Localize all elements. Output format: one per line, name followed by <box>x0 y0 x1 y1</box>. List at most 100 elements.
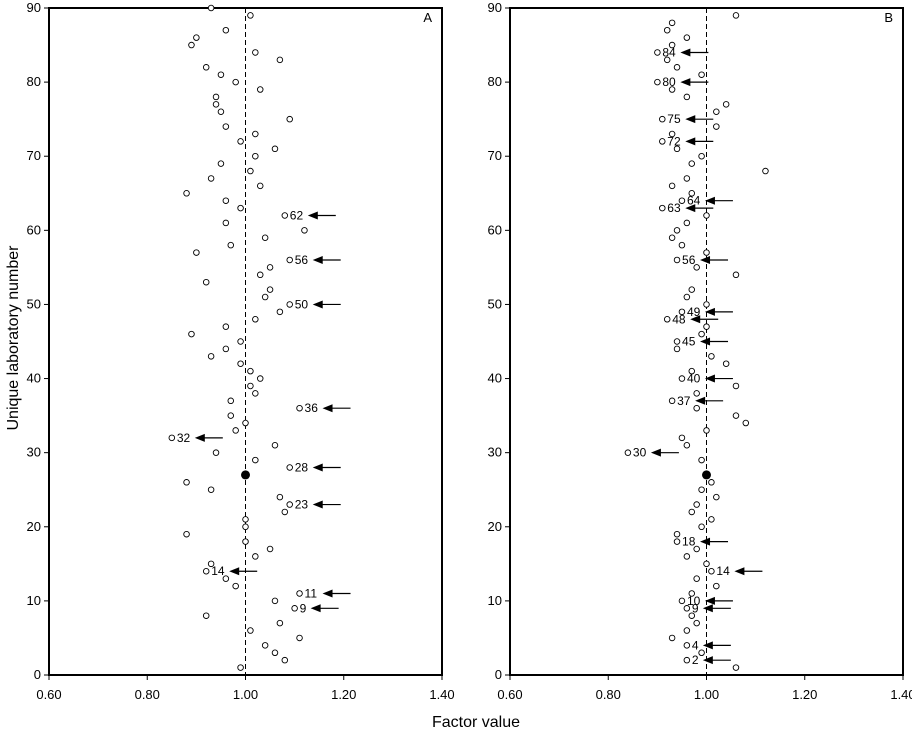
data-point <box>673 256 681 264</box>
data-point <box>193 34 200 41</box>
data-point <box>703 212 710 219</box>
y-tick-label: 40 <box>27 371 41 386</box>
data-point <box>668 182 676 190</box>
data-point <box>193 249 200 256</box>
x-tick-label: 1.00 <box>694 687 719 702</box>
data-point <box>659 115 666 123</box>
data-point <box>252 456 259 464</box>
data-point <box>668 19 676 27</box>
data-point <box>247 627 254 634</box>
data-point <box>222 219 230 227</box>
arrow-head <box>312 255 323 264</box>
point-annotation-label: 48 <box>672 312 686 326</box>
data-point <box>654 78 661 86</box>
point-annotation-label: 23 <box>295 498 309 512</box>
y-tick-label: 90 <box>488 0 502 15</box>
data-point <box>212 449 220 456</box>
data-point <box>222 197 230 204</box>
data-point <box>242 538 249 545</box>
data-point <box>673 64 681 71</box>
data-point <box>693 404 700 412</box>
data-point <box>242 516 249 523</box>
y-tick-label: 30 <box>27 445 41 460</box>
data-point <box>202 567 210 575</box>
data-point <box>708 567 715 575</box>
data-point <box>722 360 730 367</box>
data-point <box>683 656 691 664</box>
data-point <box>762 167 769 175</box>
data-point <box>247 382 254 390</box>
arrow-head <box>229 567 240 576</box>
y-tick-label: 60 <box>488 222 502 237</box>
data-point <box>683 627 691 634</box>
y-tick-label: 20 <box>488 519 502 534</box>
arrow-head <box>322 404 333 413</box>
x-tick-label: 0.80 <box>135 687 160 702</box>
data-point <box>227 241 235 249</box>
data-point <box>207 560 215 568</box>
arrow-head <box>704 596 715 605</box>
data-point <box>227 397 235 405</box>
data-point <box>732 12 740 19</box>
data-point <box>252 49 259 56</box>
y-axis-label: Unique laboratory number <box>5 245 22 431</box>
panel-label: A <box>423 10 432 25</box>
point-annotation-label: 45 <box>682 335 696 349</box>
y-tick-label: 30 <box>488 445 502 460</box>
data-point <box>286 501 293 508</box>
point-annotation-label: 36 <box>305 401 319 415</box>
arrow-head <box>680 48 691 57</box>
arrow-head <box>685 115 696 124</box>
consensus-point <box>702 470 711 480</box>
arrow-head <box>194 433 205 442</box>
data-point <box>678 241 686 249</box>
data-point <box>286 115 293 123</box>
data-point <box>222 123 230 130</box>
x-tick-label: 1.20 <box>792 687 817 702</box>
y-tick-label: 10 <box>27 593 41 608</box>
data-point <box>217 71 225 78</box>
point-annotation-label: 80 <box>662 75 676 89</box>
data-point <box>683 93 691 101</box>
arrow-head <box>690 315 701 324</box>
data-point <box>698 330 705 338</box>
data-point <box>683 442 691 449</box>
data-point <box>202 278 210 286</box>
arrow-head <box>700 255 711 264</box>
point-annotation-label: 18 <box>682 535 696 549</box>
point-annotation-label: 37 <box>677 394 691 408</box>
data-point <box>693 575 700 582</box>
data-point <box>232 78 239 86</box>
data-point <box>673 145 681 153</box>
data-point <box>232 582 239 590</box>
arrow-head <box>695 396 706 405</box>
data-point <box>703 323 710 330</box>
data-point <box>188 41 195 49</box>
data-point <box>222 323 230 330</box>
data-point <box>281 212 289 219</box>
data-point <box>688 160 696 167</box>
arrow-head <box>685 137 696 146</box>
x-axis-label: Factor value <box>432 714 520 731</box>
data-point <box>688 508 696 516</box>
data-point <box>266 545 274 553</box>
data-point <box>301 227 308 234</box>
y-tick-label: 0 <box>34 667 41 682</box>
data-point <box>654 49 661 56</box>
data-point <box>678 434 686 442</box>
data-point <box>242 419 249 427</box>
point-annotation-label: 64 <box>687 194 701 208</box>
data-point <box>217 160 225 167</box>
data-point <box>688 590 696 597</box>
data-point <box>688 612 696 619</box>
data-point <box>212 93 220 101</box>
data-point <box>673 538 681 545</box>
y-tick-label: 70 <box>488 148 502 163</box>
data-point <box>296 634 303 642</box>
point-annotation-label: 9 <box>692 601 699 615</box>
point-annotation-label: 30 <box>633 446 647 460</box>
y-tick-label: 50 <box>488 296 502 311</box>
point-annotation-label: 40 <box>687 372 701 386</box>
x-tick-label: 1.00 <box>233 687 258 702</box>
data-point <box>252 316 259 323</box>
